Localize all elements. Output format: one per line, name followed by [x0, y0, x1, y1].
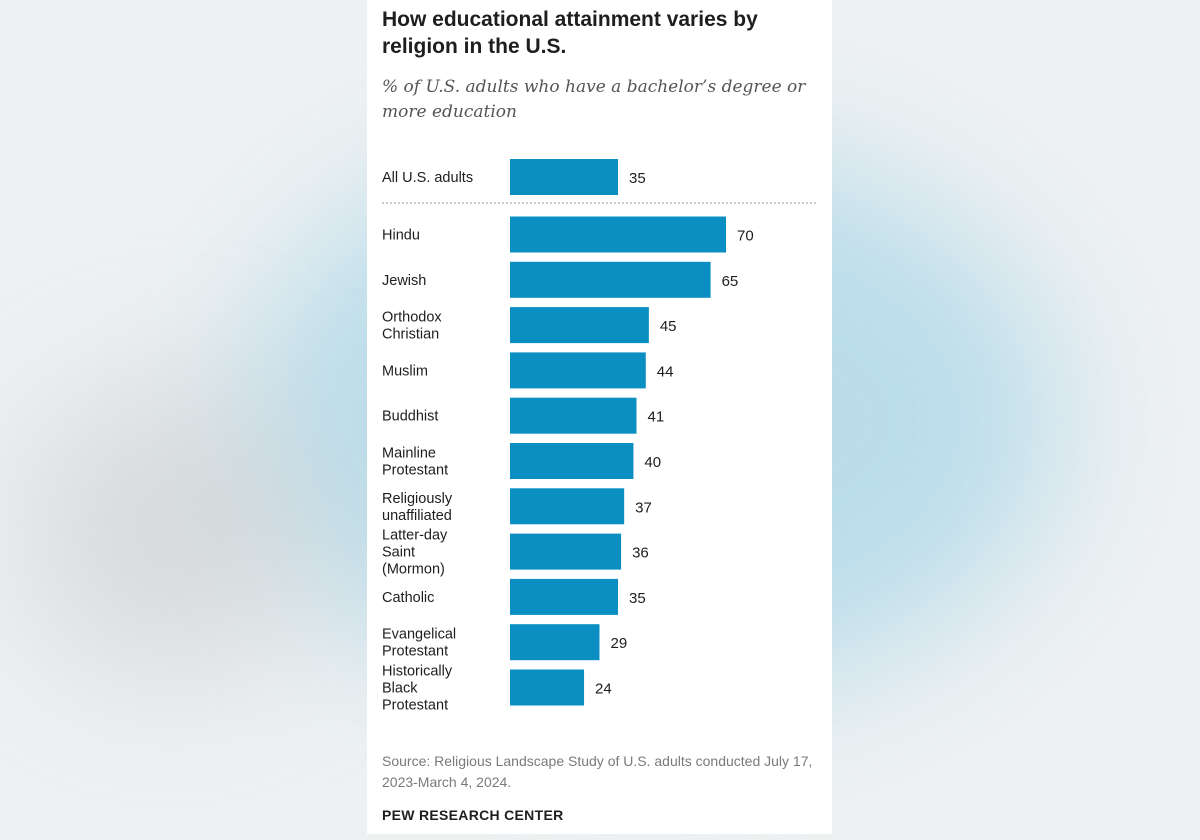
chart-subtitle: % of U.S. adults who have a bachelor’s d…: [382, 77, 806, 122]
category-bar-4: [510, 397, 637, 434]
category-label-2: Orthodox Christian: [382, 310, 442, 343]
category-value-5: 40: [644, 454, 661, 471]
category-label-3: Muslim: [382, 363, 428, 379]
category-bar-8: [510, 578, 618, 615]
category-label-1: Jewish: [382, 273, 426, 289]
category-bar-6: [510, 488, 625, 525]
category-label-10: Historically Black Protestant: [382, 664, 453, 714]
category-label-9: Evangelical Protestant: [382, 627, 456, 660]
reference-value: 35: [629, 170, 646, 187]
category-value-4: 41: [648, 409, 665, 426]
source-note: Source: Religious Landscape Study of U.S…: [382, 753, 813, 790]
category-bar-3: [510, 352, 646, 389]
chart-title: How educational attainment varies by rel…: [382, 8, 758, 58]
background-blur-grey: [20, 380, 320, 680]
category-bar-0: [510, 216, 726, 253]
reference-label: All U.S. adults: [382, 170, 473, 186]
category-value-9: 29: [610, 635, 627, 652]
category-label-8: Catholic: [382, 590, 434, 606]
category-value-1: 65: [722, 273, 739, 290]
category-bar-1: [510, 261, 711, 298]
category-value-8: 35: [629, 590, 646, 607]
category-bar-10: [510, 669, 585, 706]
category-bar-9: [510, 624, 600, 661]
category-bar-5: [510, 443, 634, 479]
category-label-0: Hindu: [382, 228, 420, 244]
category-value-6: 37: [635, 499, 652, 516]
category-value-10: 24: [595, 681, 612, 698]
category-value-2: 45: [660, 318, 677, 335]
category-label-4: Buddhist: [382, 409, 438, 425]
category-label-6: Religiously unaffiliated: [382, 491, 453, 524]
category-label-7: Latter-day Saint (Mormon): [382, 528, 448, 578]
category-value-3: 44: [657, 363, 674, 380]
category-value-0: 70: [737, 228, 754, 245]
category-bar-7: [510, 533, 622, 570]
brand-logo: PEW RESEARCH CENTER: [382, 807, 564, 823]
chart-card: How educational attainment varies by rel…: [367, 0, 832, 834]
category-bar-2: [510, 307, 649, 344]
bar-chart: All U.S. adults 35 Hindu 70 Jewish 65 Orthodox…: [382, 159, 817, 714]
category-value-7: 36: [632, 545, 649, 562]
category-label-5: Mainline Protestant: [382, 446, 448, 479]
reference-bar: [510, 159, 618, 195]
